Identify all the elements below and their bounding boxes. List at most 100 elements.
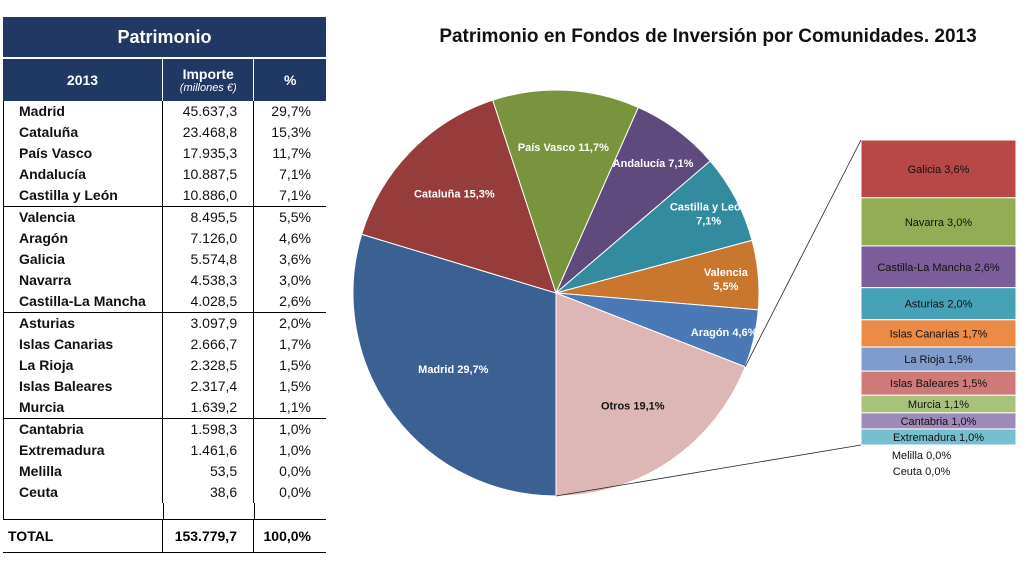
- table-row: Navarra 4.538,3 3,0%: [4, 270, 326, 291]
- row-pct: 1,7%: [279, 336, 311, 352]
- header-importe: Importe (millones €): [163, 59, 255, 101]
- row-name: Cantabria: [4, 419, 164, 440]
- pie-slice-madrid: [352, 233, 557, 497]
- pie-label-pais-vasco: País Vasco 11,7%: [518, 142, 609, 154]
- pie-label-aragon: Aragón 4,6%: [691, 327, 758, 339]
- row-name: Islas Canarias: [4, 334, 164, 355]
- row-name: Castilla-La Mancha: [4, 291, 164, 312]
- breakdown-label-asturias: Asturias 2,0%: [905, 299, 973, 311]
- table-row: Islas Baleares 2.317,4 1,5%: [4, 376, 326, 397]
- table-row: Andalucía 10.887,5 7,1%: [4, 164, 326, 185]
- row-name: Murcia: [4, 397, 164, 418]
- row-name: Castilla y León: [4, 185, 164, 206]
- breakdown-bar-galicia: [860, 139, 1017, 199]
- row-pct: 3,6%: [279, 251, 311, 267]
- breakdown-label-islas-baleares: Islas Baleares 1,5%: [890, 378, 987, 390]
- total-row: TOTAL 153.779,7 100,0%: [3, 519, 326, 553]
- row-importe: 2.317,4: [163, 376, 255, 397]
- row-importe: 23.468,8: [163, 122, 255, 143]
- row-name: Islas Baleares: [4, 376, 164, 397]
- table-row: La Rioja 2.328,5 1,5%: [4, 355, 326, 376]
- connector-bottom: [555, 444, 862, 497]
- table-row: Asturias 3.097,9 2,0%: [4, 313, 326, 334]
- breakdown-bar-extremadura: [860, 428, 1017, 446]
- pie-slice-andalucia: [555, 106, 711, 294]
- row-importe: 3.097,9: [163, 313, 255, 334]
- table-body: Madrid 45.637,3 29,7% Cataluña 23.468,8 15,3%…: [3, 101, 326, 519]
- breakdown-label-melilla: Melilla 0,0%: [892, 450, 952, 462]
- connector-top: [744, 139, 862, 367]
- table-row: Madrid 45.637,3 29,7%: [4, 101, 326, 122]
- table-row: Cantabria 1.598,3 1,0%: [4, 419, 326, 440]
- row-name: Galicia: [4, 249, 164, 270]
- spacer-cell: [255, 503, 326, 519]
- breakdown-bar-navarra: [860, 197, 1017, 247]
- row-pct: 15,3%: [271, 124, 311, 140]
- pie-label-andalucia: Andalucía 7,1%: [613, 158, 694, 170]
- chart-title: Patrimonio en Fondos de Inversión por Co…: [439, 26, 977, 47]
- breakdown-label-murcia: Murcia 1,1%: [908, 399, 969, 411]
- breakdown-label-castilla-la-mancha: Castilla-La Mancha 2,6%: [877, 262, 1000, 274]
- table-row: Islas Canarias 2.666,7 1,7%: [4, 334, 326, 355]
- breakdown-bar-islas-baleares: [860, 370, 1017, 396]
- row-importe: 53,5: [163, 461, 255, 482]
- row-importe: 10.887,5: [163, 164, 255, 185]
- table-row: Extremadura 1.461,6 1,0%: [4, 440, 326, 461]
- breakdown-bar-cantabria: [860, 412, 1017, 430]
- pie-slice-valencia: [555, 239, 760, 311]
- table-row: País Vasco 17.935,3 11,7%: [4, 143, 326, 164]
- row-name: Cataluña: [4, 122, 164, 143]
- pie-slice-otros: [555, 292, 746, 497]
- row-pct: 2,0%: [279, 315, 311, 331]
- row-name: Extremadura: [4, 440, 164, 461]
- breakdown-bar-la-rioja: [860, 346, 1017, 372]
- header-importe-label: Importe: [182, 66, 234, 82]
- row-name: La Rioja: [4, 355, 164, 376]
- total-pct: 100,0%: [263, 528, 311, 544]
- row-importe: 45.637,3: [163, 101, 255, 122]
- breakdown-bar-asturias: [860, 287, 1017, 321]
- row-pct: 1,5%: [279, 357, 311, 373]
- table-row: Ceuta 38,6 0,0%: [4, 482, 326, 503]
- table-title: Patrimonio: [3, 17, 326, 59]
- row-pct: 4,6%: [279, 230, 311, 246]
- total-label: TOTAL: [3, 520, 163, 552]
- row-pct: 0,0%: [279, 484, 311, 500]
- breakdown-label-la-rioja: La Rioja 1,5%: [904, 354, 973, 366]
- header-year: 2013: [3, 59, 164, 101]
- row-pct: 0,0%: [279, 463, 311, 479]
- pie-label-cataluna: Cataluña 15,3%: [414, 189, 495, 201]
- row-importe: 1.461,6: [163, 440, 255, 461]
- table-row: Valencia 8.495,5 5,5%: [4, 207, 326, 228]
- table-header: 2013 Importe (millones €) %: [3, 59, 326, 101]
- pie-slice-castilla-y-leon: [555, 160, 753, 294]
- row-name: Asturias: [4, 313, 164, 334]
- row-pct: 1,1%: [279, 399, 311, 415]
- row-importe: 4.028,5: [163, 291, 255, 312]
- row-pct: 2,6%: [279, 293, 311, 309]
- row-name: Madrid: [4, 101, 164, 122]
- row-pct: 7,1%: [279, 166, 311, 182]
- pie-label-castilla-y-leon: Castilla y León 7,1%: [670, 202, 748, 228]
- row-name: Valencia: [4, 207, 164, 228]
- row-importe: 38,6: [163, 482, 255, 503]
- row-pct: 1,5%: [279, 378, 311, 394]
- row-pct: 7,1%: [279, 187, 311, 203]
- row-pct: 29,7%: [271, 103, 311, 119]
- row-importe: 8.495,5: [163, 207, 255, 228]
- pie-label-madrid: Madrid 29,7%: [418, 364, 489, 376]
- row-pct: 3,0%: [279, 272, 311, 288]
- pie-slice-aragon: [555, 292, 759, 368]
- table-row: Aragón 7.126,0 4,6%: [4, 228, 326, 249]
- pie-label-otros: Otros 19,1%: [601, 400, 665, 412]
- row-importe: 7.126,0: [163, 228, 255, 249]
- patrimonio-table: Patrimonio 2013 Importe (millones €) % M…: [3, 17, 326, 553]
- row-pct: 11,7%: [272, 145, 311, 161]
- breakdown-bar-murcia: [860, 394, 1017, 414]
- row-importe: 1.639,2: [163, 397, 255, 418]
- row-importe: 5.574,8: [163, 249, 255, 270]
- row-name: Ceuta: [4, 482, 164, 503]
- breakdown-label-navarra: Navarra 3,0%: [905, 217, 972, 229]
- row-importe: 4.538,3: [163, 270, 255, 291]
- breakdown-bar-islas-canarias: [860, 319, 1017, 348]
